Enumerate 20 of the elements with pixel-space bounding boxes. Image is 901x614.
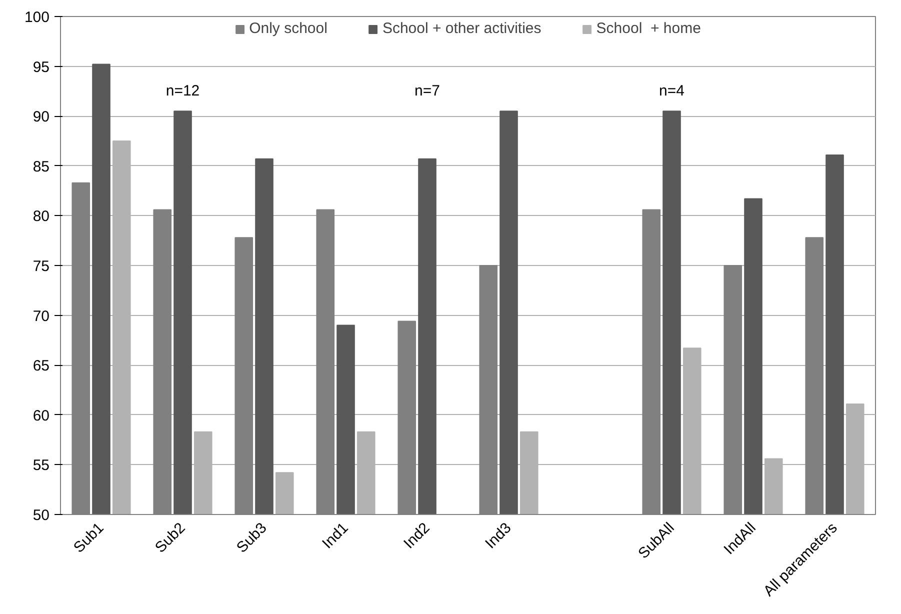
legend-label: School + home (596, 20, 701, 37)
y-tick-label: 80 (32, 208, 50, 226)
y-tick-label: 65 (32, 358, 50, 375)
annotation: n=7 (414, 82, 440, 100)
annotation: n=12 (166, 82, 200, 100)
x-tick-label: Ind3 (482, 519, 515, 552)
y-tick-label: 50 (32, 507, 50, 524)
x-tick-label: Ind2 (400, 519, 434, 552)
y-tick-label: 70 (32, 308, 50, 325)
y-tick-label: 100 (24, 9, 50, 26)
y-tick-label: 60 (32, 407, 50, 424)
y-tick-label: 85 (32, 158, 50, 176)
y-tick-label: 75 (32, 258, 50, 275)
y-tick-label: 95 (32, 58, 50, 76)
legend-label: School + other activities (382, 20, 542, 37)
annotation: n=4 (659, 82, 684, 100)
x-tick-label: Ind1 (319, 519, 352, 552)
legend-label: Only school (249, 20, 328, 37)
y-tick-label: 90 (32, 108, 50, 126)
y-tick-label: 55 (32, 457, 50, 474)
